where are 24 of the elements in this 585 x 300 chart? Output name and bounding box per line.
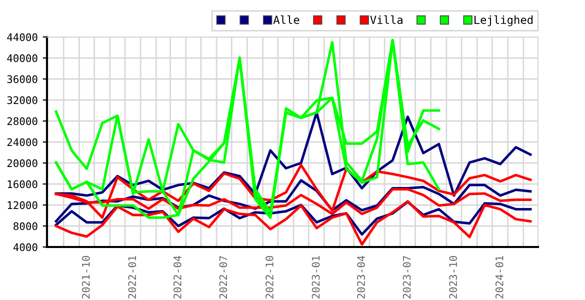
- x-tick-label: 2022-04: [173, 256, 182, 298]
- legend-label: Villa: [370, 15, 402, 24]
- x-tick-label: 2023-01: [312, 256, 320, 298]
- x-tick-label: 2023-07: [402, 256, 411, 298]
- x-tick-label: 2023-10: [449, 256, 458, 298]
- y-tick-label: 40000: [7, 54, 38, 62]
- x-tick-label: 2021-10: [82, 256, 90, 298]
- legend-label: Lejlighed: [474, 15, 533, 26]
- x-tick-label: 2022-07: [219, 256, 228, 298]
- y-tick-label: 20000: [7, 159, 38, 168]
- legend-label: Alle: [273, 15, 300, 24]
- y-tick-label: 28000: [7, 117, 38, 126]
- x-tick-label: 2023-04: [357, 256, 365, 298]
- y-tick-label: 32000: [7, 96, 38, 104]
- x-tick-label: 2024-01: [495, 256, 504, 298]
- x-tick-label: 2022-10: [266, 256, 274, 298]
- y-tick-label: 16000: [8, 180, 38, 188]
- y-tick-label: 24000: [7, 138, 38, 146]
- x-tick-label: 2022-01: [128, 256, 136, 298]
- y-tick-label: 36000: [7, 75, 38, 84]
- y-tick-label: 8000: [14, 222, 38, 230]
- y-tick-label: 44000: [7, 33, 38, 42]
- y-tick-label: 4000: [13, 243, 38, 252]
- y-tick-label: 12000: [8, 201, 38, 210]
